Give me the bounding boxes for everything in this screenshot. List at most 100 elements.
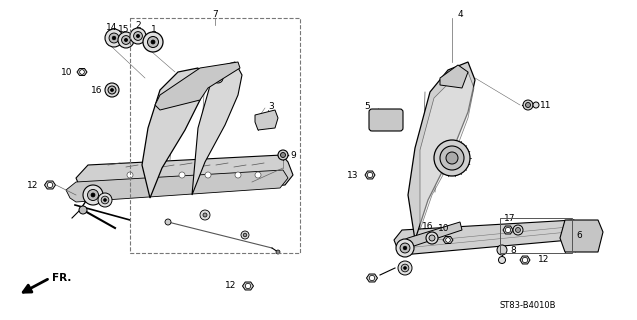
Polygon shape (255, 110, 278, 130)
Text: 15: 15 (118, 25, 130, 34)
FancyBboxPatch shape (369, 109, 403, 131)
Polygon shape (76, 155, 293, 198)
Circle shape (98, 193, 112, 207)
Text: 6: 6 (576, 230, 582, 239)
Circle shape (79, 206, 87, 214)
Circle shape (446, 152, 458, 164)
Circle shape (165, 219, 171, 225)
Circle shape (513, 225, 523, 235)
Circle shape (87, 189, 99, 201)
Circle shape (215, 75, 221, 81)
Circle shape (105, 83, 119, 97)
Circle shape (105, 29, 123, 47)
Circle shape (109, 33, 119, 43)
Text: 3: 3 (268, 101, 274, 110)
Text: FR.: FR. (52, 273, 71, 283)
Circle shape (522, 257, 527, 263)
Circle shape (213, 73, 223, 83)
Circle shape (515, 228, 520, 233)
Polygon shape (243, 282, 254, 290)
Text: 8: 8 (510, 245, 516, 254)
Circle shape (505, 227, 511, 233)
Circle shape (179, 172, 185, 178)
Circle shape (112, 36, 116, 40)
Text: 16: 16 (90, 85, 102, 94)
Polygon shape (440, 65, 468, 88)
Polygon shape (366, 274, 378, 282)
Polygon shape (45, 181, 55, 189)
Polygon shape (394, 220, 578, 255)
Circle shape (434, 140, 470, 176)
Circle shape (118, 32, 134, 48)
Circle shape (396, 239, 414, 257)
Circle shape (104, 199, 106, 201)
Polygon shape (420, 72, 474, 230)
Circle shape (110, 89, 113, 92)
Circle shape (101, 196, 109, 204)
Circle shape (130, 28, 146, 44)
Circle shape (426, 232, 438, 244)
Circle shape (205, 172, 211, 178)
Circle shape (124, 38, 127, 42)
Polygon shape (520, 256, 530, 264)
Text: 12: 12 (538, 255, 549, 265)
Polygon shape (365, 171, 375, 179)
Circle shape (245, 283, 251, 289)
Circle shape (122, 36, 131, 44)
Circle shape (499, 257, 506, 263)
Polygon shape (560, 220, 603, 252)
Circle shape (401, 264, 409, 272)
Circle shape (80, 70, 84, 74)
Text: 13: 13 (347, 171, 358, 180)
Circle shape (404, 267, 406, 269)
Circle shape (152, 172, 158, 178)
Circle shape (446, 238, 450, 242)
Polygon shape (408, 62, 475, 240)
Circle shape (400, 243, 410, 253)
Circle shape (398, 261, 412, 275)
Circle shape (369, 275, 375, 281)
Circle shape (127, 172, 133, 178)
Circle shape (278, 150, 288, 160)
Circle shape (533, 102, 539, 108)
Circle shape (136, 35, 140, 38)
Circle shape (276, 250, 280, 254)
Circle shape (47, 182, 53, 188)
Text: 16: 16 (422, 221, 434, 230)
Text: 4: 4 (458, 10, 464, 19)
Text: 2: 2 (135, 20, 141, 29)
Circle shape (203, 213, 207, 217)
Circle shape (235, 172, 241, 178)
Circle shape (200, 210, 210, 220)
Circle shape (255, 172, 261, 178)
Circle shape (192, 84, 199, 92)
Circle shape (134, 32, 143, 40)
Polygon shape (400, 222, 462, 248)
Circle shape (151, 40, 155, 44)
Text: 1: 1 (151, 25, 157, 34)
Circle shape (440, 146, 464, 170)
Text: 10: 10 (61, 68, 72, 76)
Circle shape (243, 233, 247, 237)
Text: ST83-B4010B: ST83-B4010B (500, 301, 557, 310)
Circle shape (526, 102, 531, 108)
Text: 11: 11 (540, 100, 552, 109)
Polygon shape (66, 170, 288, 202)
Circle shape (523, 100, 533, 110)
Bar (500, 218, 572, 253)
Polygon shape (77, 68, 87, 76)
Circle shape (241, 231, 249, 239)
Circle shape (368, 172, 373, 178)
Circle shape (189, 82, 201, 94)
Text: 5: 5 (364, 101, 370, 110)
Text: 7: 7 (212, 10, 218, 19)
Circle shape (403, 246, 407, 250)
Circle shape (148, 36, 159, 47)
Text: 14: 14 (106, 22, 118, 31)
Bar (130, 18, 300, 253)
Text: 17: 17 (505, 213, 516, 222)
Text: 12: 12 (27, 180, 38, 189)
Polygon shape (503, 226, 513, 234)
Text: 9: 9 (290, 150, 296, 159)
Polygon shape (142, 68, 205, 198)
